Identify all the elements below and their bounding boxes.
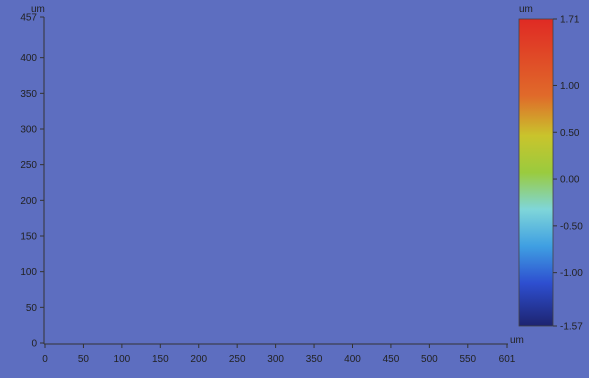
x-axis-unit: um (510, 335, 524, 346)
x-tick-label: 300 (267, 354, 284, 365)
x-tick-label: 200 (190, 354, 207, 365)
colorbar-tick-label: 0.00 (560, 175, 580, 186)
height-map-plot (45, 17, 507, 343)
y-tick-label: 457 (20, 13, 37, 24)
colorbar-tick-label: -0.50 (560, 221, 583, 232)
x-tick-label: 601 (499, 354, 516, 365)
y-tick-label: 250 (20, 160, 37, 171)
x-tick-label: 50 (78, 354, 90, 365)
colorbar-unit-top: um (519, 4, 533, 15)
x-tick-label: 450 (383, 354, 400, 365)
x-tick-label: 350 (306, 354, 323, 365)
colorbar-tick-label: 1.71 (560, 15, 580, 26)
y-tick-label: 50 (26, 303, 38, 314)
x-axis-ticks: 0 50 100 150 200 250 300 350 400 450 500 550 601 (42, 344, 516, 365)
x-tick-label: 400 (344, 354, 361, 365)
colorbar: 1.71 1.00 0.50 0.00 -0.50 -1.00 -1.57 (518, 15, 583, 333)
x-tick-label: 550 (459, 354, 476, 365)
y-tick-label: 0 (31, 339, 37, 350)
y-axis-ticks: 0 50 100 150 200 250 300 350 400 457 (20, 13, 44, 350)
y-tick-label: 300 (20, 124, 37, 135)
y-tick-label: 400 (20, 53, 37, 64)
x-tick-label: 150 (152, 354, 169, 365)
y-axis-unit: um (31, 4, 45, 15)
x-tick-label: 250 (229, 354, 246, 365)
colorbar-tick-label: -1.57 (560, 322, 583, 333)
y-tick-label: 200 (20, 196, 37, 207)
y-tick-label: 100 (20, 267, 37, 278)
x-tick-label: 0 (42, 354, 48, 365)
colorbar-gradient (518, 18, 554, 327)
colorbar-tick-label: 1.00 (560, 81, 580, 92)
x-tick-label: 100 (114, 354, 131, 365)
y-tick-label: 150 (20, 231, 37, 242)
colorbar-ticks: 1.71 1.00 0.50 0.00 -0.50 -1.00 -1.57 (553, 15, 583, 333)
colorbar-tick-label: 0.50 (560, 128, 580, 139)
x-tick-label: 500 (421, 354, 438, 365)
y-tick-label: 350 (20, 89, 37, 100)
height-map-texture (45, 17, 507, 343)
colorbar-tick-label: -1.00 (560, 268, 583, 279)
